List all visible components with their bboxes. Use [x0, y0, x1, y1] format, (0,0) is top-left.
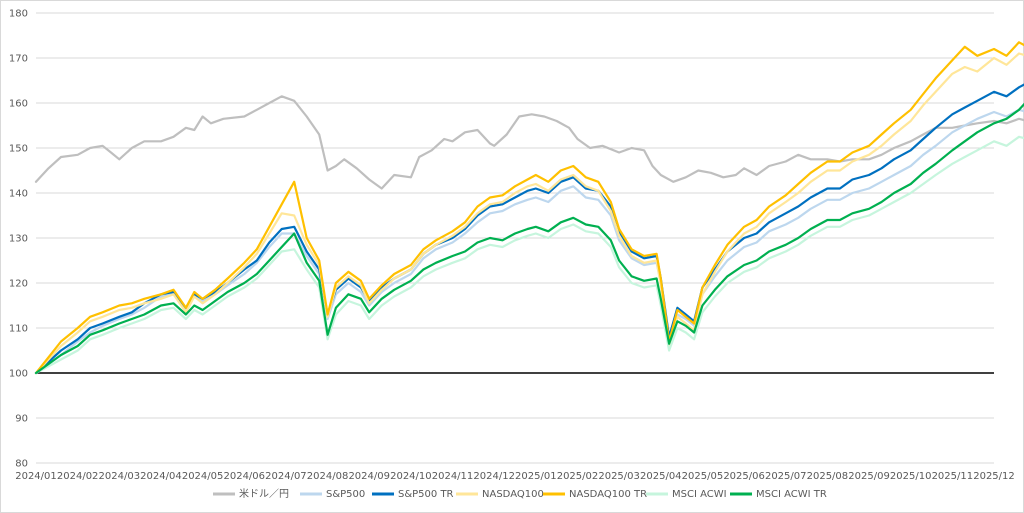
- series-line-msci-acwi-tr: [34, 102, 1024, 375]
- y-tick-label: 100: [9, 369, 28, 380]
- x-tick-label: 2025/11: [932, 471, 974, 482]
- x-tick-label: 2025/03: [598, 471, 640, 482]
- legend-label-sp500: S&P500: [326, 489, 365, 500]
- x-tick-label: 2024/08: [307, 471, 349, 482]
- x-tick-label: 2025/06: [723, 471, 765, 482]
- series-line-nasdaq100: [34, 52, 1024, 375]
- series-line-usd-jpy: [34, 95, 1024, 190]
- series-line-sp500: [34, 108, 1024, 375]
- legend-label-nasdaq100-tr: NASDAQ100 TR: [569, 489, 647, 500]
- y-tick-label: 150: [9, 144, 28, 155]
- y-tick-label: 90: [15, 414, 28, 425]
- y-tick-label: 130: [9, 234, 28, 245]
- series-line-msci-acwi: [34, 135, 1024, 375]
- x-tick-label: 2024/01: [15, 471, 57, 482]
- legend-label-msci-acwi: MSCI ACWI: [672, 489, 727, 500]
- x-tick-label: 2025/02: [557, 471, 599, 482]
- x-tick-label: 2025/12: [973, 471, 1015, 482]
- x-tick-label: 2024/11: [432, 471, 474, 482]
- y-tick-label: 120: [9, 279, 28, 290]
- legend-label-usd-jpy: 米ドル／円: [239, 487, 289, 500]
- x-tick-label: 2025/04: [640, 471, 682, 482]
- x-tick-label: 2024/09: [348, 471, 390, 482]
- y-tick-label: 140: [9, 189, 28, 200]
- legend: 米ドル／円 S&P500 S&P500 TR NASDAQ100 NASDAQ100 T…: [213, 487, 827, 500]
- x-tick-label: 2025/07: [765, 471, 807, 482]
- gridlines: [36, 12, 994, 464]
- y-tick-label: 160: [9, 99, 28, 110]
- x-tick-label: 2024/07: [265, 471, 307, 482]
- y-tick-label: 110: [9, 324, 28, 335]
- x-tick-label: 2025/08: [807, 471, 849, 482]
- x-tick-label: 2024/06: [223, 471, 265, 482]
- series-lines: [34, 41, 1024, 375]
- legend-label-msci-acwi-tr: MSCI ACWI TR: [756, 489, 827, 500]
- x-tick-label: 2024/12: [473, 471, 515, 482]
- x-tick-label: 2024/04: [140, 471, 182, 482]
- x-axis-ticks: 2024/01 2024/02 2024/03 2024/04 2024/05 2024/…: [15, 471, 1015, 482]
- y-axis-ticks: 80 90 100 110 120 130 140 150 160 170 180: [9, 9, 28, 470]
- y-tick-label: 170: [9, 54, 28, 65]
- legend-label-nasdaq100: NASDAQ100: [482, 489, 544, 500]
- legend-label-sp500-tr: S&P500 TR: [398, 489, 454, 500]
- x-tick-label: 2024/03: [99, 471, 141, 482]
- y-tick-label: 180: [9, 9, 28, 20]
- x-tick-label: 2024/02: [57, 471, 99, 482]
- x-tick-label: 2025/01: [515, 471, 557, 482]
- series-line-nasdaq100-tr: [34, 41, 1024, 375]
- x-tick-label: 2025/05: [682, 471, 724, 482]
- x-tick-label: 2025/10: [890, 471, 932, 482]
- x-tick-label: 2025/09: [848, 471, 890, 482]
- x-tick-label: 2024/10: [390, 471, 432, 482]
- y-tick-label: 80: [15, 459, 28, 470]
- x-tick-label: 2024/05: [182, 471, 224, 482]
